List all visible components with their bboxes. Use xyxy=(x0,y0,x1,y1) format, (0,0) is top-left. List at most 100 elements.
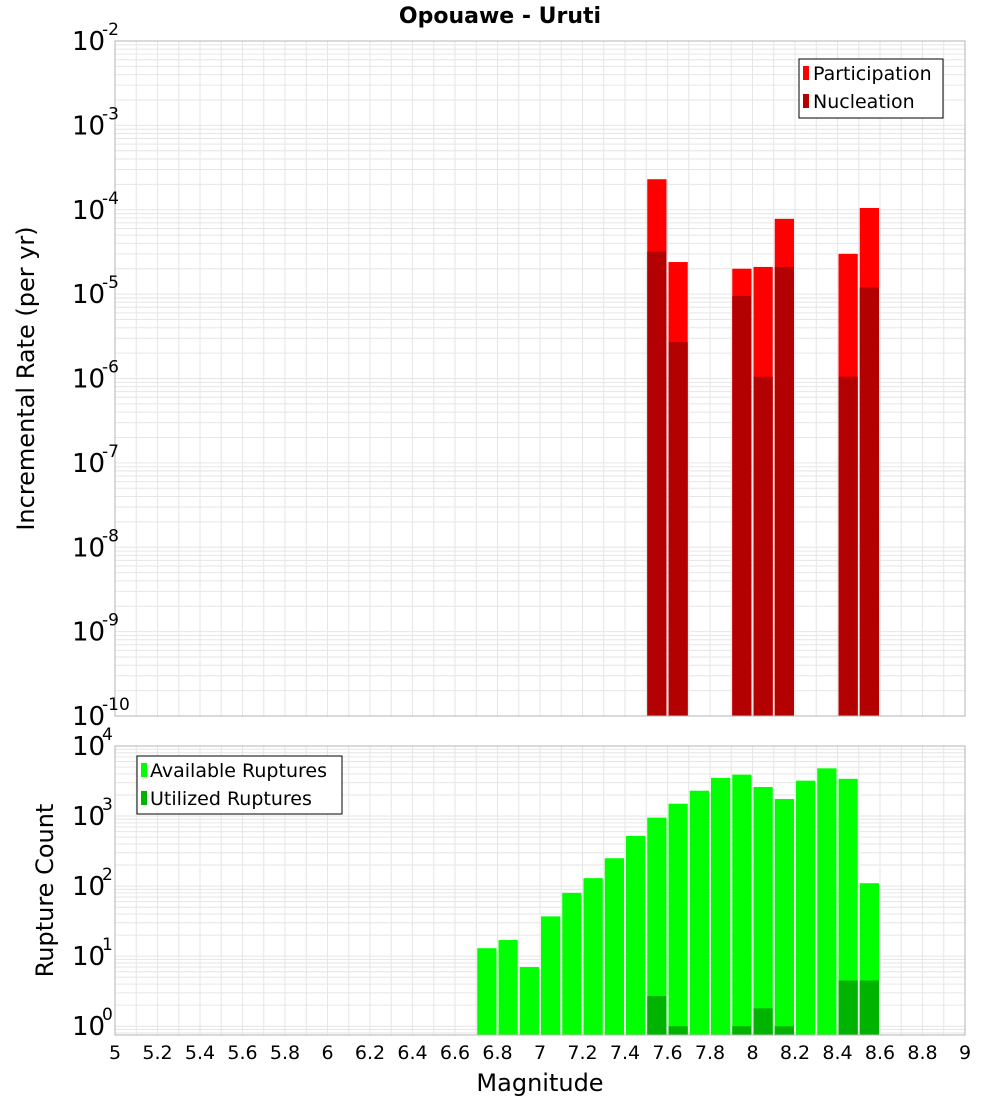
y-tick-exponent: -9 xyxy=(102,611,119,631)
x-tick-label: 8.6 xyxy=(865,1042,895,1064)
nucleation-legend-swatch xyxy=(803,94,809,108)
y-tick-exponent: -8 xyxy=(102,526,119,546)
x-tick-label: 8.8 xyxy=(907,1042,937,1064)
nucleation-bar xyxy=(753,376,773,716)
y-tick-label: 10 xyxy=(72,449,105,479)
utilized-ruptures-bar xyxy=(859,980,879,1035)
magnitude-x-ticks: 5 5.2 5.4 5.6 5.8 6 6.2 6.4 6.6 6.8 7 7.2 7.4 7.6 7.8 8… xyxy=(109,1042,971,1064)
y-tick-label: 10 xyxy=(72,732,105,762)
y-tick-label: 10 xyxy=(72,802,105,832)
rupture-legend: Available Ruptures Utilized Ruptures xyxy=(136,755,343,815)
utilized-ruptures-bar xyxy=(668,1026,688,1035)
x-tick-label: 6.8 xyxy=(482,1042,512,1064)
available-ruptures-bar xyxy=(753,786,773,1035)
rate-plot-frame xyxy=(114,40,966,717)
y-tick-label: 10 xyxy=(72,365,105,395)
utilized-ruptures-bar xyxy=(732,1026,752,1035)
y-tick-exponent: -5 xyxy=(102,273,119,293)
rupture-count-y-axis-label: Rupture Count xyxy=(31,804,59,978)
x-tick-label: 5.2 xyxy=(142,1042,172,1064)
chart-title: Opouawe - Uruti xyxy=(399,4,601,29)
x-tick-label: 8 xyxy=(746,1042,758,1064)
nucleation-bar xyxy=(647,251,667,716)
nucleation-legend-label: Nucleation xyxy=(813,91,915,113)
x-tick-label: 7.6 xyxy=(652,1042,682,1064)
participation-legend-label: Participation xyxy=(813,63,932,85)
available-ruptures-bar xyxy=(817,768,837,1035)
y-tick-exponent: 2 xyxy=(102,865,113,885)
y-tick-label: 10 xyxy=(72,702,105,732)
x-tick-label: 5.4 xyxy=(185,1042,215,1064)
nucleation-bar xyxy=(838,376,858,716)
available-ruptures-bar xyxy=(583,878,603,1035)
y-tick-exponent: -10 xyxy=(102,695,130,715)
rate-legend: Participation Nucleation xyxy=(798,58,944,119)
y-tick-label: 10 xyxy=(72,618,105,648)
x-tick-label: 8.2 xyxy=(780,1042,810,1064)
utilized-legend-label: Utilized Ruptures xyxy=(150,788,312,810)
utilized-ruptures-bar xyxy=(753,1008,773,1035)
rate-plot: 10-210-310-410-510-610-710-810-910-10 In… xyxy=(12,20,966,732)
rate-legend-box xyxy=(798,58,944,119)
y-tick-label: 10 xyxy=(72,533,105,563)
available-ruptures-bar xyxy=(498,940,518,1035)
x-tick-label: 8.4 xyxy=(822,1042,852,1064)
available-ruptures-bar xyxy=(519,967,539,1035)
magnitude-x-axis-label: Magnitude xyxy=(476,1069,603,1097)
rupture-legend-box xyxy=(136,755,343,815)
x-tick-label: 6 xyxy=(321,1042,333,1064)
rate-y-axis-label: Incremental Rate (per yr) xyxy=(12,226,40,530)
x-tick-label: 6.4 xyxy=(397,1042,427,1064)
available-ruptures-bar xyxy=(668,803,688,1035)
rupture-count-plot-frame xyxy=(114,745,966,1036)
available-ruptures-bar xyxy=(689,790,709,1035)
x-tick-label: 6.6 xyxy=(440,1042,470,1064)
x-tick-label: 7.4 xyxy=(610,1042,640,1064)
y-tick-label: 10 xyxy=(72,196,105,226)
rupture-count-plot-bars xyxy=(477,768,879,1035)
available-ruptures-bar xyxy=(647,817,667,1035)
y-tick-exponent: 0 xyxy=(102,1005,113,1025)
available-ruptures-bar xyxy=(796,780,816,1035)
available-ruptures-bar xyxy=(732,774,752,1035)
y-tick-label: 10 xyxy=(72,872,105,902)
available-legend-label: Available Ruptures xyxy=(150,760,327,782)
x-tick-label: 7.2 xyxy=(567,1042,597,1064)
y-tick-exponent: 3 xyxy=(102,795,113,815)
y-tick-label: 10 xyxy=(72,280,105,310)
y-tick-exponent: -7 xyxy=(102,442,119,462)
available-ruptures-bar xyxy=(626,835,646,1035)
available-ruptures-bar xyxy=(562,892,582,1035)
nucleation-bar xyxy=(732,296,752,716)
available-legend-swatch xyxy=(141,763,147,777)
nucleation-bar xyxy=(859,287,879,716)
available-ruptures-bar xyxy=(774,799,794,1035)
y-tick-label: 10 xyxy=(72,27,105,57)
rate-plot-y-ticks: 10-210-310-410-510-610-710-810-910-10 xyxy=(72,20,130,732)
y-tick-exponent: -3 xyxy=(102,104,119,124)
y-tick-exponent: -2 xyxy=(102,20,119,40)
available-ruptures-bar xyxy=(477,948,497,1035)
utilized-ruptures-bar xyxy=(647,996,667,1035)
x-tick-label: 6.2 xyxy=(355,1042,385,1064)
x-tick-label: 7.8 xyxy=(695,1042,725,1064)
available-ruptures-bar xyxy=(604,858,624,1035)
y-tick-label: 10 xyxy=(72,942,105,972)
x-tick-label: 9 xyxy=(959,1042,971,1064)
y-tick-label: 10 xyxy=(72,1012,105,1042)
y-tick-label: 10 xyxy=(72,111,105,141)
participation-legend-swatch xyxy=(803,66,809,80)
x-tick-label: 5.6 xyxy=(227,1042,257,1064)
y-tick-exponent: 1 xyxy=(102,935,113,955)
x-tick-label: 5 xyxy=(109,1042,121,1064)
available-ruptures-bar xyxy=(711,777,731,1035)
x-tick-label: 7 xyxy=(534,1042,546,1064)
utilized-ruptures-bar xyxy=(774,1026,794,1035)
rate-plot-grid xyxy=(114,40,966,717)
utilized-legend-swatch xyxy=(141,791,147,805)
y-tick-exponent: -6 xyxy=(102,358,119,378)
y-tick-exponent: 4 xyxy=(102,725,113,745)
